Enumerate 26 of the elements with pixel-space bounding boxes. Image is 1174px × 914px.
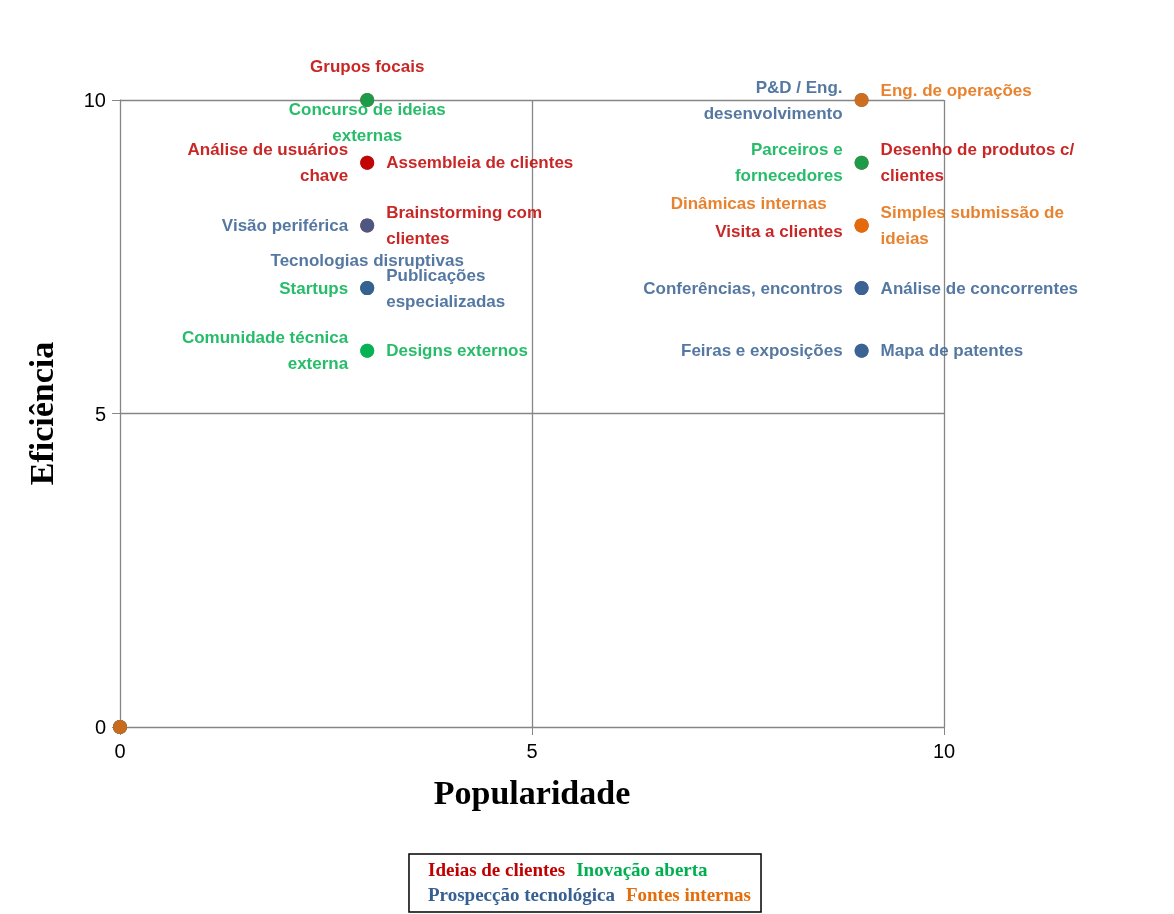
x-tick-label: 10 <box>932 740 956 762</box>
text: Ideias de clientes <box>427 859 566 880</box>
x-tick-label: 0 <box>114 740 126 762</box>
data-label: Feiras e exposições <box>681 341 843 361</box>
data-label: Visão periférica <box>221 215 349 235</box>
data-label: Designs externos <box>386 341 528 361</box>
x-axis-title: Popularidade <box>433 773 631 811</box>
data-label: Análise de concorrentes <box>880 278 1079 298</box>
data-label: Conferências, encontros <box>643 278 843 298</box>
data-label: Análise de usuários chave <box>187 140 349 186</box>
y-axis-title: Eficiência <box>22 341 60 486</box>
y-tick-label: 10 <box>83 89 106 111</box>
x-tick-label: 5 <box>526 740 538 762</box>
text: Fontes internas <box>625 884 752 905</box>
data-label: Eng. de operações <box>880 80 1032 100</box>
data-label: Grupos focais <box>310 56 425 76</box>
data-label: Parceiros e fornecedores <box>734 140 843 186</box>
text: Inovação aberta <box>576 859 709 880</box>
data-label: P&D / Eng. desenvolvimento <box>703 77 843 123</box>
y-tick-label: 5 <box>94 402 106 425</box>
data-label: Comunidade técnica externa <box>181 328 349 374</box>
data-label: Startups <box>279 278 349 298</box>
y-tick-label: 0 <box>94 716 106 738</box>
data-label: Dinâmicas internas <box>670 193 827 213</box>
text: Prospecção tecnológica <box>427 884 616 905</box>
data-label: Visita a clientes <box>715 221 843 241</box>
